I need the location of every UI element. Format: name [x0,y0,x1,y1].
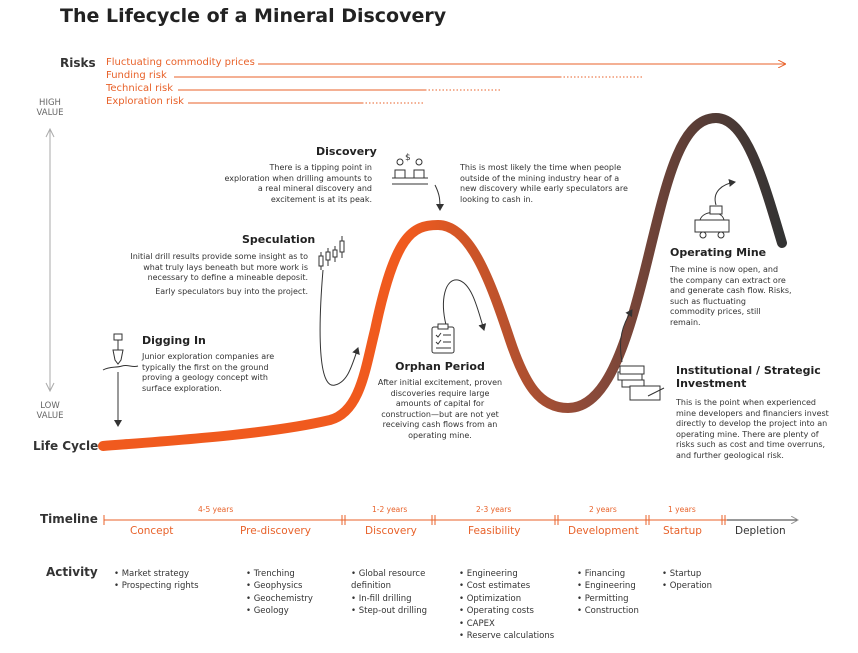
phase-discovery: Discovery [365,525,417,537]
risk-exploration-label: Exploration risk [106,96,184,107]
list-item: Financing [577,568,657,580]
operating-heading: Operating Mine [670,246,767,259]
activity-column-discovery: Global resource definition In-fill drill… [351,568,435,618]
discovery-pointer [434,184,444,211]
list-item: Step-out drilling [351,605,435,617]
speculation-pointer [319,269,360,386]
value-axis-arrow-down [45,382,55,393]
discovery-heading: Discovery [316,145,377,158]
list-item: Prospecting rights [114,580,224,592]
list-item: Geophysics [246,580,336,592]
list-item: Permitting [577,593,657,605]
orphan-heading: Orphan Period [395,360,485,373]
discovery-text-right: This is most likely the time when people… [460,163,628,204]
phase-feasibility: Feasibility [468,525,521,537]
years-span-2: 1-2 years [372,505,408,514]
activity-column-feasibility: Engineering Cost estimates Optimization … [459,568,559,642]
traders-icon [392,158,428,185]
lifecycle-curve [98,112,787,451]
list-item: Engineering [459,568,559,580]
phase-concept: Concept [130,525,174,537]
activity-column-pre-discovery: Trenching Geophysics Geochemistry Geolog… [246,568,336,618]
orphan-text: After initial excitement, proven discove… [377,378,503,440]
institutional-text: This is the point when experienced mine … [676,398,829,460]
page-title: The Lifecycle of a Mineral Discovery [60,5,447,27]
list-item: Geochemistry [246,593,336,605]
list-item: Global resource definition [351,568,435,593]
phase-startup: Startup [663,525,702,537]
high-value-label: HIGH VALUE [36,98,64,118]
activity-heading: Activity [46,565,98,579]
institutional-heading: Institutional / Strategic Investment [676,364,821,390]
risk-technical-label: Technical risk [106,83,173,94]
list-item: Startup [662,568,732,580]
shovel-icon [102,333,139,371]
list-item: In-fill drilling [351,593,435,605]
operating-text: The mine is now open, and the company ca… [670,265,792,327]
speculation-text: Initial drill results provide some insig… [130,252,308,282]
value-axis-arrow-up [45,127,55,138]
clipboard-icon [431,323,455,354]
list-item: Construction [577,605,657,617]
list-item: Market strategy [114,568,224,580]
risks-heading: Risks [60,56,96,70]
institutional-pointer [619,309,633,363]
low-value-label: LOW VALUE [36,401,64,421]
list-item: Engineering [577,580,657,592]
list-item: Operating costs [459,605,559,617]
timeline-ticks [103,515,726,525]
digging-in-heading: Digging In [142,334,206,347]
years-span-4: 2 years [589,505,617,514]
speculation-heading: Speculation [242,233,316,246]
list-item: Optimization [459,593,559,605]
discovery-text-left: There is a tipping point in exploration … [224,163,372,204]
mine-cart-icon [694,205,730,239]
list-item: Geology [246,605,336,617]
years-span-5: 1 years [668,505,696,514]
operating-pointer [714,178,736,206]
activity-column-development: Financing Engineering Permitting Constru… [577,568,657,618]
phase-development: Development [568,525,639,537]
phase-depletion: Depletion [735,525,786,537]
list-item: Operation [662,580,732,592]
activity-column-concept: Market strategy Prospecting rights [114,568,224,593]
years-span-3: 2-3 years [476,505,512,514]
digging-in-text: Junior exploration companies are typical… [142,352,275,393]
timeline-heading: Timeline [40,512,98,526]
list-item: Trenching [246,568,336,580]
list-item: CAPEX [459,618,559,630]
candlestick-icon [318,236,345,270]
years-span-1: 4-5 years [198,505,234,514]
list-item: Cost estimates [459,580,559,592]
risk-funding-label: Funding risk [106,70,167,81]
cash-stack-icon [617,365,665,401]
phase-pre-discovery: Pre-discovery [240,525,311,537]
orphan-pointer [443,279,487,331]
list-item: Reserve calculations [459,630,559,642]
speculation-text-2: Early speculators buy into the project. [155,287,308,296]
lifecycle-label: Life Cycle [33,439,99,453]
risk-commodity-label: Fluctuating commodity prices [106,57,255,68]
dollar-icon: $ [405,153,411,163]
activity-column-startup: Startup Operation [662,568,732,593]
